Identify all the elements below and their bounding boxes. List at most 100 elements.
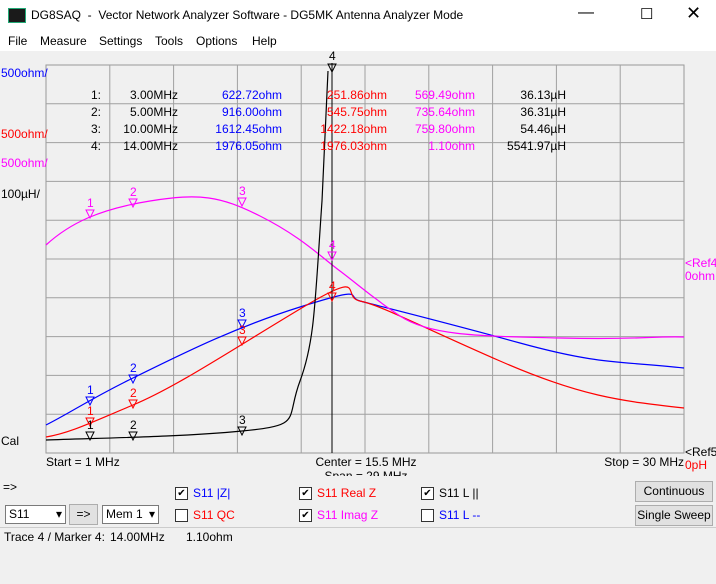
ref-label: 0pH bbox=[685, 458, 707, 472]
marker-id: 4 bbox=[329, 51, 336, 63]
continuous-button[interactable]: Continuous bbox=[635, 481, 713, 502]
scale-label: Cal bbox=[1, 434, 19, 448]
checkbox[interactable] bbox=[175, 509, 188, 522]
marker-triangle bbox=[85, 431, 95, 442]
marker-id: 2 bbox=[130, 185, 137, 199]
stop-label: Stop = 30 MHz bbox=[604, 455, 684, 469]
marker-table-cell: 3: bbox=[91, 122, 101, 136]
marker-id: 1 bbox=[87, 418, 94, 432]
checkbox-label[interactable]: S11 L || bbox=[439, 486, 479, 500]
menu-item[interactable]: File bbox=[8, 34, 28, 48]
app-icon bbox=[8, 8, 26, 23]
marker-table-cell: 569.49ohm bbox=[415, 88, 475, 102]
marker-id: 2 bbox=[130, 361, 137, 375]
marker-triangle bbox=[237, 336, 247, 347]
marker-triangle bbox=[327, 63, 337, 74]
marker-triangle bbox=[128, 431, 138, 442]
marker-table-cell: 1.10ohm bbox=[428, 139, 475, 153]
marker-id: 3 bbox=[239, 184, 246, 198]
menu-item[interactable]: Tools bbox=[155, 34, 184, 48]
marker-id: 1 bbox=[87, 404, 94, 418]
ref-label: <Ref4 bbox=[685, 256, 716, 270]
checkbox-label[interactable]: S11 Real Z bbox=[317, 486, 377, 500]
maximize[interactable]: ☐ bbox=[640, 6, 654, 23]
app-window: DG8SAQ - Vector Network Analyzer Softwar… bbox=[0, 0, 716, 545]
marker-triangle bbox=[128, 399, 138, 410]
marker-table-cell: 14.00MHz bbox=[123, 139, 178, 153]
marker-table-cell: 1422.18ohm bbox=[320, 122, 387, 136]
scale-label: 100µH/ bbox=[1, 187, 41, 201]
marker-triangle bbox=[85, 396, 95, 407]
center-label: Center = 15.5 MHz bbox=[315, 455, 416, 469]
marker-id: 2 bbox=[130, 386, 137, 400]
marker-id: 2 bbox=[130, 418, 137, 432]
menu-item[interactable]: Measure bbox=[40, 34, 87, 48]
marker-table-cell: 759.80ohm bbox=[415, 122, 475, 136]
port-select[interactable]: S11 bbox=[5, 505, 66, 524]
start-label: Start = 1 MHz bbox=[46, 455, 120, 469]
marker-table-cell: 1976.03ohm bbox=[320, 139, 387, 153]
trace bbox=[45, 196, 685, 340]
ref-label: <Ref5 bbox=[685, 445, 716, 459]
marker-triangle bbox=[128, 374, 138, 385]
menu-bar: File Measure Settings Tools Options Help bbox=[0, 31, 716, 51]
marker-table-cell: 916.00ohm bbox=[222, 105, 282, 119]
marker-table-cell: 5541.97µH bbox=[507, 139, 566, 153]
ref-label: 0ohm bbox=[685, 269, 715, 283]
copy-button[interactable]: => bbox=[69, 504, 98, 525]
marker-triangle bbox=[237, 426, 247, 437]
marker-table-cell: 54.46µH bbox=[520, 122, 566, 136]
checkbox-label[interactable]: S11 QC bbox=[193, 508, 235, 522]
marker-table-cell: 1976.05ohm bbox=[215, 139, 282, 153]
arrow-label: => bbox=[3, 480, 18, 494]
close[interactable]: ✕ bbox=[686, 3, 702, 23]
scale-label: 500ohm/ bbox=[1, 127, 48, 141]
marker-table-cell: 10.00MHz bbox=[123, 122, 178, 136]
marker-table-cell: 1612.45ohm bbox=[215, 122, 282, 136]
marker-triangle bbox=[327, 292, 337, 303]
marker-table-cell: 3.00MHz bbox=[130, 88, 178, 102]
menu-item[interactable]: Help bbox=[252, 34, 277, 48]
trace bbox=[45, 286, 685, 438]
scale-label: 500ohm/ bbox=[1, 66, 48, 80]
window-title: DG8SAQ - Vector Network Analyzer Softwar… bbox=[31, 8, 464, 22]
checkbox-label[interactable]: S11 Imag Z bbox=[317, 508, 379, 522]
memory-select[interactable]: Mem 1 bbox=[102, 505, 159, 524]
marker-triangle bbox=[237, 319, 247, 330]
marker-triangle bbox=[85, 417, 95, 428]
marker-table-cell: 36.13µH bbox=[520, 88, 566, 102]
scale-label: 500ohm/ bbox=[1, 156, 48, 170]
marker-table-cell: 4: bbox=[91, 139, 101, 153]
menu-item[interactable]: Options bbox=[196, 34, 238, 48]
status-trace: Trace 4 / Marker 4: bbox=[4, 530, 105, 544]
marker-table-cell: 2: bbox=[91, 105, 101, 119]
single-sweep-button[interactable]: Single Sweep bbox=[635, 505, 713, 526]
checkbox[interactable] bbox=[421, 509, 434, 522]
status-bar: Trace 4 / Marker 4: 14.00MHz 1.10ohm bbox=[0, 527, 716, 546]
checkbox-label[interactable]: S11 L -- bbox=[439, 508, 481, 522]
marker-table-cell: 5.00MHz bbox=[130, 105, 178, 119]
marker-id: 3 bbox=[239, 413, 246, 427]
marker-triangle bbox=[85, 209, 95, 220]
title-bar: DG8SAQ - Vector Network Analyzer Softwar… bbox=[0, 0, 716, 31]
minimize[interactable]: — bbox=[578, 4, 594, 21]
menu-item[interactable]: Settings bbox=[99, 34, 143, 48]
marker-table-cell: 622.72ohm bbox=[222, 88, 282, 102]
marker-id: 3 bbox=[239, 323, 246, 337]
checkbox[interactable]: ✔ bbox=[299, 487, 312, 500]
checkbox-label[interactable]: S11 |Z| bbox=[193, 486, 231, 500]
marker-triangle bbox=[128, 198, 138, 209]
checkbox[interactable]: ✔ bbox=[175, 487, 188, 500]
checkbox[interactable]: ✔ bbox=[421, 487, 434, 500]
marker-id: 1 bbox=[87, 383, 94, 397]
checkbox[interactable]: ✔ bbox=[299, 509, 312, 522]
marker-id: 4 bbox=[329, 238, 336, 252]
marker-table-cell: 545.75ohm bbox=[327, 105, 387, 119]
marker-table-cell: 251.86ohm bbox=[327, 88, 387, 102]
status-value: 1.10ohm bbox=[186, 530, 233, 544]
marker-id: 3 bbox=[239, 306, 246, 320]
marker-triangle bbox=[237, 197, 247, 208]
status-frequency: 14.00MHz bbox=[110, 530, 165, 544]
marker-id: 4 bbox=[329, 279, 336, 293]
